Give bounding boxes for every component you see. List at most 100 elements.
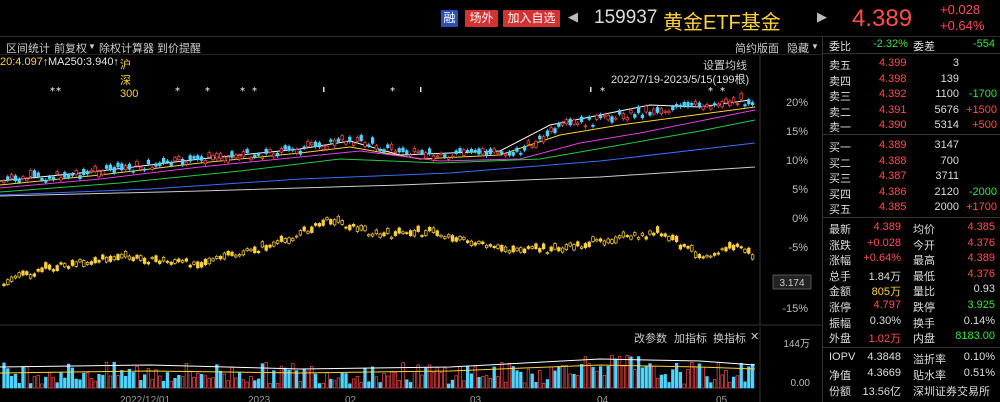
volume-bar [724,369,728,389]
add-watchlist-button[interactable]: 加入自选 [503,10,560,27]
switch-indicator-button[interactable]: 换指标 [713,333,746,345]
offsite-button[interactable]: 场外 [465,10,498,27]
add-indicator-button[interactable]: 加指标 [674,333,707,345]
stat-value: +0.028 [867,236,901,249]
index-candle-body [192,261,196,265]
volume-bar [51,376,56,389]
hide-button[interactable]: 隐藏 [787,43,809,55]
candle-body [477,148,481,155]
index-candle-body [218,255,223,260]
index-candle-body [526,246,531,249]
candle-body [454,150,458,154]
extra-value: 13.56亿 [862,386,901,398]
volume-bar [63,377,67,389]
bid-level-row[interactable]: 买四 4.386 2120 -2000 [823,186,1000,201]
ask-level-row[interactable]: 卖二 4.391 5676 +1500 [823,104,1000,119]
candle-body [44,179,48,183]
volume-bar [321,382,325,389]
adjust-button[interactable]: 前复权 [54,43,87,55]
index-candle-body [97,260,101,263]
candle-body [93,166,97,172]
index-candle-body [412,229,417,237]
candle-body [591,124,595,127]
stat-value: 4.389 [967,252,995,265]
stat-value: 8183.00 [955,330,995,343]
prev-arrow-icon[interactable]: ◀ [568,9,578,24]
simple-layout-button[interactable]: 简约版面 [735,43,779,55]
volume-bar [184,363,189,389]
candle-body [59,177,63,181]
stat-label: 跌停 [913,302,935,314]
set-ma-button[interactable]: 设置均线 [703,60,747,72]
volume-bar [146,368,151,389]
kline-chart[interactable]: 设置均线 2022/7/19-2023/5/15(199根) 20% 15% 10%… [0,55,822,402]
stat-value: 4.376 [967,267,995,280]
volume-bar [747,366,751,389]
index-candle-body [427,226,432,232]
level-price: 4.387 [879,170,907,182]
index-candle-body [424,230,428,236]
close-indicator-icon[interactable]: ✕ [750,331,760,343]
volume-bar [97,374,101,389]
bid-level-row[interactable]: 买五 4.385 2000 +1700 [823,201,1000,216]
index-candle-body [576,241,580,247]
price-alert-button[interactable]: 到价提醒 [157,43,201,55]
index-candle-body [25,271,29,276]
volume-bar [70,367,75,389]
level-label: 卖三 [829,91,851,103]
volume-bar [370,366,375,389]
ask-level-row[interactable]: 卖五 4.399 3 [823,57,1000,72]
volume-bar [541,383,546,389]
index-candle-body [393,231,398,236]
volume-bar [245,381,249,389]
candle-body [473,149,477,153]
next-arrow-icon[interactable]: ▶ [817,9,827,24]
ask-level-row[interactable]: 卖四 4.398 139 [823,73,1000,88]
ex-rights-calc-button[interactable]: 除权计算器 [99,43,154,55]
index-candle-body [674,235,679,242]
candle-body [165,160,170,163]
ask-level-row[interactable]: 卖一 4.390 5314 +500 [823,119,1000,134]
stat-label: 换手 [913,317,935,330]
candle-body [89,169,94,173]
volume-bar [161,380,166,389]
index-candle-body [439,234,443,238]
level-change: +1500 [966,103,997,116]
ask-level-row[interactable]: 卖三 4.392 1100 -1700 [823,88,1000,103]
candle-body [256,153,261,156]
bid-level-row[interactable]: 买一 4.389 3147 [823,139,1000,154]
volume-bar [306,370,310,389]
stat-row: 最新 4.389 均价 4.385 [823,221,1000,236]
candle-body [120,163,124,171]
bid-level-row[interactable]: 买二 4.388 700 [823,155,1000,170]
volume-bar [47,372,52,389]
volume-bar [500,362,504,389]
range-stats-button[interactable]: 区间统计 [6,43,50,55]
volume-bar [663,374,667,389]
level-label: 买二 [829,157,851,170]
change-params-button[interactable]: 改参数 [634,333,667,345]
candle-body [507,151,512,156]
rong-badge[interactable]: 融 [441,10,458,27]
volume-bar [173,378,177,389]
candle-body [135,160,139,167]
volume-bar [488,378,493,389]
candle-body [716,103,721,107]
index-candle-body [101,254,105,260]
volume-bar [469,373,474,389]
candle-body [78,175,82,179]
candle-body [211,154,215,161]
volume-bar [158,375,162,389]
hide-dropdown-icon[interactable]: ▼ [811,42,819,51]
volume-bar [458,366,462,389]
volume-bar [743,381,747,389]
bid-level-row[interactable]: 买三 4.387 3711 [823,170,1000,185]
candle-body [370,137,375,144]
index-candle-body [329,219,333,225]
adjust-dropdown-icon[interactable]: ▼ [88,42,96,51]
volume-bar [89,378,94,389]
volume-bar [595,370,599,389]
index-candle-body [169,261,173,265]
volume-bar [127,368,132,389]
volume-bar [313,373,318,389]
